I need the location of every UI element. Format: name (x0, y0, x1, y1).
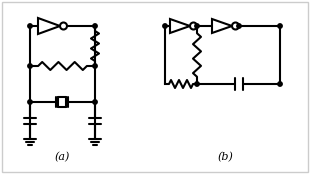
Circle shape (93, 100, 97, 104)
Circle shape (232, 22, 239, 30)
Circle shape (28, 100, 32, 104)
Text: (b): (b) (217, 152, 233, 162)
Circle shape (278, 24, 282, 28)
Circle shape (93, 24, 97, 28)
Circle shape (195, 82, 199, 86)
Circle shape (190, 22, 197, 30)
Circle shape (28, 64, 32, 68)
Circle shape (60, 22, 67, 30)
Circle shape (278, 82, 282, 86)
Circle shape (163, 24, 167, 28)
Circle shape (237, 24, 241, 28)
Text: (a): (a) (54, 152, 70, 162)
Circle shape (28, 24, 32, 28)
Circle shape (195, 24, 199, 28)
Circle shape (93, 64, 97, 68)
